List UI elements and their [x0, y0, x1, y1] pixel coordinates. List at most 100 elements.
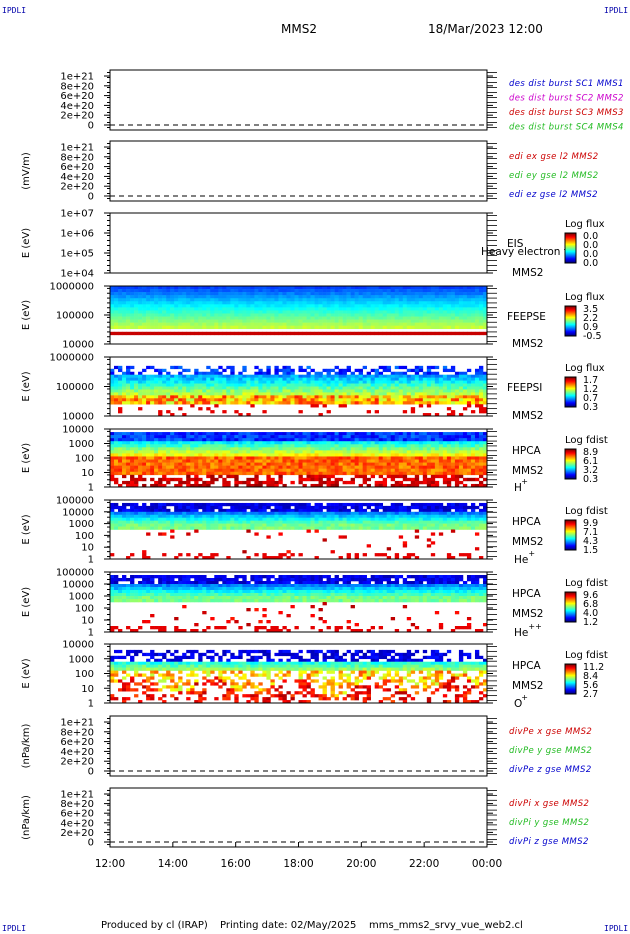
spectrogram-cell: [202, 462, 207, 466]
spectrogram-cell: [214, 319, 219, 323]
spectrogram-cell: [334, 322, 339, 326]
spectrogram-cell: [154, 331, 159, 336]
spectrogram-cell: [402, 365, 408, 370]
spectrogram-cell: [202, 432, 207, 436]
spectrogram-cell: [338, 404, 343, 408]
spectrogram-cell: [314, 453, 319, 457]
spectrogram-cell: [170, 307, 175, 311]
spectrogram-cell: [194, 444, 199, 448]
spectrogram-cell: [142, 432, 147, 436]
spectrogram-cell: [406, 465, 412, 469]
spectrogram-cell: [422, 316, 428, 320]
spectrogram-cell: [438, 459, 444, 463]
spectrogram-cell: [210, 450, 215, 454]
spectrogram-cell: [462, 395, 468, 399]
spectrogram-cell: [274, 313, 279, 317]
spectrogram-cell: [366, 322, 371, 326]
spectrogram-cell: [382, 325, 388, 330]
spectrogram-cell: [142, 456, 147, 460]
spectrogram-cell: [286, 517, 291, 521]
spectrogram-cell: [178, 480, 183, 485]
spectrogram-cell: [154, 462, 159, 466]
spectrogram-cell: [310, 401, 315, 405]
spectrogram-cell: [242, 313, 247, 317]
spectrogram-cell: [142, 438, 147, 442]
spectrogram-cell: [478, 410, 484, 414]
spectrogram-cell: [154, 377, 159, 381]
spectrogram-cell: [138, 401, 143, 405]
spectrogram-cell: [290, 459, 295, 463]
spectrogram-cell: [210, 392, 215, 396]
spectrogram-cell: [234, 410, 239, 414]
spectrogram-cell: [434, 441, 440, 445]
spectrogram-cell: [118, 368, 123, 373]
spectrogram-cell: [466, 398, 472, 402]
spectrogram-cell: [398, 307, 404, 311]
spectrogram-cell: [194, 310, 199, 314]
spectrogram-cell: [210, 477, 215, 482]
spectrogram-cell: [218, 435, 223, 439]
spectrogram-cell: [322, 432, 327, 436]
spectrogram-cell: [234, 502, 239, 507]
spectrogram-cell: [414, 292, 420, 296]
spectrogram-cell: [478, 407, 484, 411]
spectrogram-cell: [386, 316, 392, 320]
spectrogram-cell: [346, 322, 351, 326]
y-axis-label: E (eV): [21, 300, 32, 330]
spectrogram-cell: [234, 395, 239, 399]
spectrogram-cell: [354, 386, 359, 390]
spectrogram-cell: [426, 459, 432, 463]
spectrogram-cell: [258, 319, 263, 323]
spectrogram-cell: [370, 392, 375, 396]
spectrogram-cell: [126, 438, 131, 442]
spectrogram-cell: [190, 289, 195, 293]
spectrogram-cell: [214, 377, 219, 381]
spectrogram-cell: [446, 310, 452, 314]
spectrogram-cell: [402, 450, 408, 454]
spectrogram-cell: [174, 298, 179, 302]
spectrogram-cell: [182, 514, 187, 518]
spectrogram-cell: [446, 331, 452, 336]
spectrogram-cell: [390, 477, 396, 482]
spectrogram-cell: [266, 450, 271, 454]
spectrogram-cell: [138, 465, 143, 469]
spectrogram-cell: [354, 383, 359, 387]
spectrogram-cell: [414, 432, 420, 436]
spectrogram-cell: [446, 483, 452, 488]
spectrogram-cell: [258, 307, 263, 311]
spectrogram-cell: [402, 289, 408, 293]
spectrogram-cell: [286, 456, 291, 460]
spectrogram-cell: [186, 292, 191, 296]
spectrogram-cell: [334, 298, 339, 302]
spectrogram-cell: [370, 316, 375, 320]
spectrogram-cell: [178, 441, 183, 445]
spectrogram-cell: [434, 459, 440, 463]
spectrogram-cell: [478, 483, 484, 488]
spectrogram-cell: [330, 392, 335, 396]
spectrogram-cell: [462, 380, 468, 384]
spectrogram-cell: [150, 316, 155, 320]
spectrogram-cell: [202, 307, 207, 311]
spectrogram-cell: [194, 474, 199, 479]
spectrogram-cell: [242, 292, 247, 296]
spectrogram-cell: [146, 319, 151, 323]
spectrogram-cell: [374, 468, 380, 473]
spectrogram-cell: [402, 380, 408, 384]
spectrogram-cell: [166, 307, 171, 311]
spectrogram-cell: [310, 444, 315, 448]
spectrogram-cell: [130, 301, 135, 305]
spectrogram-cell: [302, 520, 307, 524]
spectrogram-cell: [398, 286, 404, 290]
spectrogram-cell: [342, 316, 347, 320]
spectrogram-cell: [198, 523, 203, 527]
spectrogram-cell: [206, 502, 211, 507]
spectrogram-cell: [282, 374, 287, 378]
spectrogram-cell: [298, 377, 303, 381]
spectrogram-cell: [170, 380, 175, 384]
spectrogram-cell: [170, 331, 175, 336]
spectrogram-cell: [154, 438, 159, 442]
spectrogram-cell: [170, 413, 175, 417]
spectrogram-cell: [226, 441, 231, 445]
spectrogram-cell: [454, 304, 460, 308]
spectrogram-cell: [130, 380, 135, 384]
